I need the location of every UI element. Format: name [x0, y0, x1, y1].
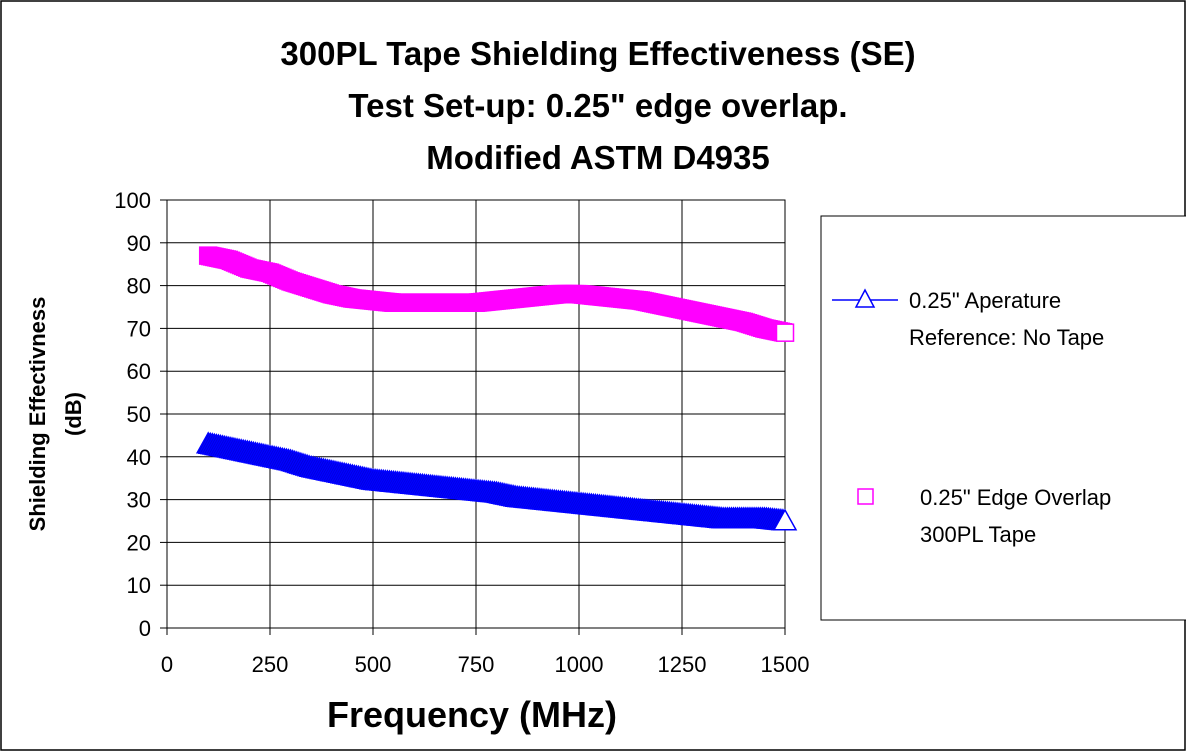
x-tick-label: 0: [161, 652, 173, 677]
y-tick-label: 50: [127, 402, 151, 427]
y-tick-label: 10: [127, 573, 151, 598]
y-axis-label-line-1: Shielding Effectivness: [25, 297, 50, 532]
legend-label-aperture-line-2: Reference: No Tape: [909, 325, 1104, 350]
chart-title-line-2: Test Set-up: 0.25" edge overlap.: [348, 87, 847, 124]
y-axis-label-line-2: (dB): [61, 392, 86, 436]
chart-legend: 0.25" Aperature Reference: No Tape 0.25"…: [820, 215, 1186, 621]
series-triangle-group: [195, 431, 798, 531]
chart-title-line-1: 300PL Tape Shielding Effectiveness (SE): [280, 35, 915, 72]
legend-label-overlap-line-1: 0.25" Edge Overlap: [920, 485, 1111, 510]
x-tick-label: 1500: [761, 652, 810, 677]
y-axis-label: Shielding Effectivness (dB): [25, 297, 86, 532]
x-tick-label: 500: [355, 652, 392, 677]
x-tick-label: 1250: [658, 652, 707, 677]
legend-label-aperture-line-1: 0.25" Aperature: [909, 288, 1061, 313]
chart-title-line-3: Modified ASTM D4935: [426, 139, 770, 176]
legend-triangle-marker: [854, 288, 876, 308]
x-tick-label: 1000: [555, 652, 604, 677]
y-tick-label: 90: [127, 231, 151, 256]
y-tick-label: 20: [127, 530, 151, 555]
y-tick-label: 0: [139, 616, 151, 641]
x-tick-label: 750: [458, 652, 495, 677]
series-square-group: [198, 246, 795, 342]
y-tick-label: 60: [127, 359, 151, 384]
y-tick-label: 80: [127, 274, 151, 299]
legend-box: [820, 215, 1186, 621]
y-tick-label: 40: [127, 445, 151, 470]
y-tick-label: 100: [114, 188, 151, 213]
x-tick-label: 250: [252, 652, 289, 677]
y-tick-label: 30: [127, 488, 151, 513]
square-data-point: [775, 323, 795, 342]
data-series: [195, 246, 798, 531]
triangle-data-point: [772, 508, 798, 531]
legend-square-marker: [857, 488, 874, 505]
y-tick-label: 70: [127, 316, 151, 341]
legend-label-overlap-line-2: 300PL Tape: [920, 522, 1036, 547]
x-axis-label: Frequency (MHz): [327, 694, 617, 735]
